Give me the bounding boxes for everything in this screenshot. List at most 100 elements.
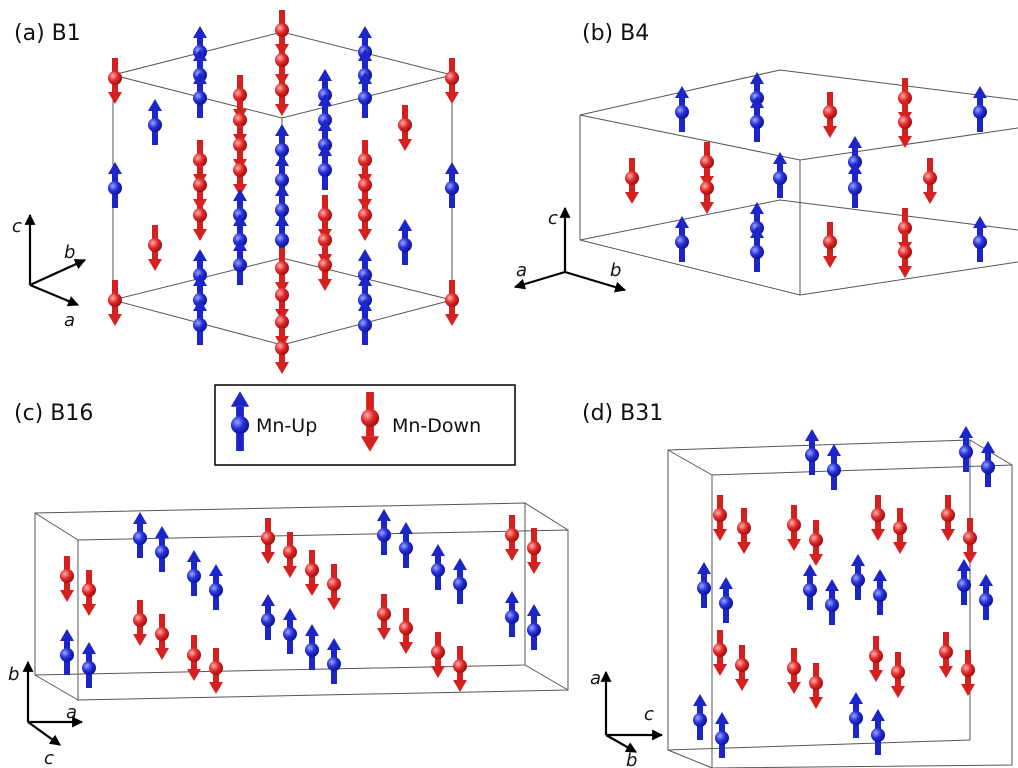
- atom: [803, 583, 817, 597]
- arrow-head: [209, 564, 223, 576]
- atom: [827, 463, 841, 477]
- spin-up-arrow: [399, 522, 413, 568]
- atom: [527, 541, 541, 555]
- spin-down-arrow: [898, 232, 912, 278]
- arrow-head: [675, 216, 689, 228]
- spin-up-arrow: [825, 579, 839, 625]
- arrow-head: [108, 92, 122, 104]
- spin-up-arrow: [133, 512, 147, 558]
- spin-up-arrow: [871, 709, 885, 755]
- atom: [399, 541, 413, 555]
- atom: [871, 728, 885, 742]
- cell-outline: [580, 70, 1018, 295]
- arrow-head: [358, 26, 372, 38]
- atom: [700, 155, 714, 169]
- spin-down-arrow: [133, 600, 147, 646]
- atom: [233, 163, 247, 177]
- spin-down-arrow: [625, 158, 639, 204]
- atom: [713, 508, 727, 522]
- arrow-head: [445, 162, 459, 174]
- arrow-head: [803, 564, 817, 576]
- arrow-head: [187, 550, 201, 562]
- atom: [108, 181, 122, 195]
- atom: [773, 171, 787, 185]
- spin-down-arrow: [809, 663, 823, 709]
- arrow-head: [973, 86, 987, 98]
- arrow-head: [398, 139, 412, 151]
- atom: [193, 208, 207, 222]
- atom: [209, 661, 223, 675]
- arrow-head: [700, 202, 714, 214]
- arrow-head: [871, 709, 885, 721]
- spin-down-arrow: [108, 58, 122, 104]
- spin-down-arrow: [453, 646, 467, 692]
- atom: [82, 661, 96, 675]
- arrow-head: [981, 441, 995, 453]
- atom: [318, 233, 332, 247]
- atom: [155, 545, 169, 559]
- atom: [750, 245, 764, 259]
- spin-up-arrow: [715, 712, 729, 758]
- spin-down-arrow: [431, 632, 445, 678]
- spin-down-arrow: [148, 225, 162, 271]
- spin-up-arrow: [719, 577, 733, 623]
- spin-up-arrow: [803, 564, 817, 610]
- arrow-head: [327, 638, 341, 650]
- atom: [358, 91, 372, 105]
- arrow-head: [851, 554, 865, 566]
- atom: [891, 665, 905, 679]
- arrow-head: [193, 26, 207, 38]
- atom: [700, 181, 714, 195]
- spin-up-arrow: [108, 162, 122, 208]
- axis-label: b: [64, 242, 75, 263]
- spin-down-arrow: [893, 508, 907, 554]
- arrow-head: [941, 529, 955, 541]
- atom: [358, 318, 372, 332]
- atom: [431, 563, 445, 577]
- atom: [787, 518, 801, 532]
- arrow-head: [261, 594, 275, 606]
- arrow-head: [318, 279, 332, 291]
- arrow-head: [155, 648, 169, 660]
- arrow-head: [505, 591, 519, 603]
- arrow-head: [275, 184, 289, 196]
- atom: [305, 643, 319, 657]
- spin-down-arrow: [527, 528, 541, 574]
- arrow-head: [713, 529, 727, 541]
- arrow-head: [693, 694, 707, 706]
- spin-down-arrow: [823, 222, 837, 268]
- figure: (a) B1 (b) B4 (c) B16 (d) B31: [0, 0, 1018, 768]
- atom: [155, 627, 169, 641]
- spin-down-arrow: [713, 630, 727, 676]
- axis-label: a: [516, 260, 527, 281]
- spin-up-arrow: [398, 219, 412, 265]
- atom: [233, 138, 247, 152]
- spin-up-arrow: [773, 152, 787, 198]
- atom: [275, 261, 289, 275]
- atom: [358, 178, 372, 192]
- spin-down-arrow: [505, 515, 519, 561]
- axis-label: c: [644, 704, 654, 725]
- atom: [787, 661, 801, 675]
- atom: [398, 238, 412, 252]
- arrow-head: [809, 697, 823, 709]
- panel-label: (c) B16: [14, 401, 93, 426]
- atom: [148, 118, 162, 132]
- spin-up-arrow: [445, 162, 459, 208]
- arrow-head: [453, 680, 467, 692]
- arrow-head: [773, 152, 787, 164]
- arrow-head: [893, 542, 907, 554]
- atom: [735, 658, 749, 672]
- spin-down-arrow: [961, 650, 975, 696]
- spin-up-arrow: [209, 564, 223, 610]
- atom: [453, 659, 467, 673]
- spin-up-arrow: [60, 629, 74, 675]
- atom: [275, 288, 289, 302]
- arrow-head: [505, 549, 519, 561]
- atom: [133, 613, 147, 627]
- spin-up-arrow: [505, 591, 519, 637]
- atom: [305, 563, 319, 577]
- atom: [431, 645, 445, 659]
- arrow-head: [697, 562, 711, 574]
- axis-label: c: [12, 216, 22, 237]
